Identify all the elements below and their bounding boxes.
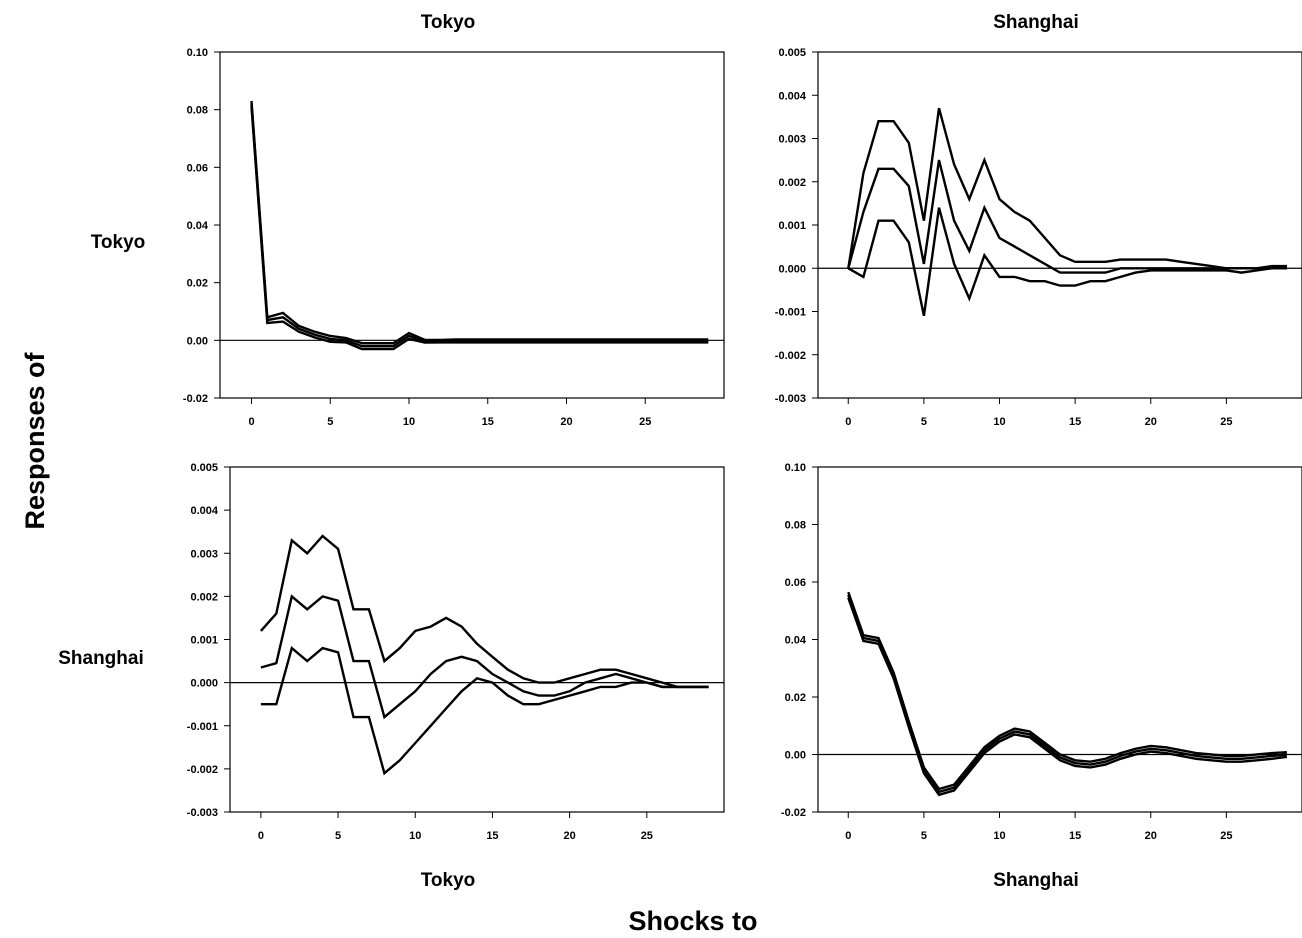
response-line (847, 159, 1288, 274)
x-tick-label: 10 (403, 416, 415, 428)
y-tick-label: 0.005 (778, 47, 806, 59)
panel-response-tokyo-shock-shanghai: -0.003 -0.002 -0.001 0.000 0.001 0.002 0.003 0.… (775, 47, 1302, 428)
plot-frame (817, 51, 1302, 399)
y-tick-label: 0.02 (187, 278, 208, 290)
y-tick-label: 0.00 (187, 335, 208, 347)
y-tick-label: -0.001 (187, 721, 218, 733)
panel-response-tokyo-shock-tokyo: -0.02 0.00 0.02 0.04 0.06 0.08 0.10 0 5 10 15 20 25 (183, 47, 725, 428)
x-tick-label: 15 (1069, 416, 1081, 428)
response-line (260, 594, 709, 720)
lower-band-line (847, 597, 1288, 797)
x-tick-label: 20 (1145, 416, 1157, 428)
column-title-shanghai: Shanghai (993, 12, 1079, 33)
y-tick-label: 0.00 (785, 750, 806, 762)
lower-band-line (250, 106, 709, 351)
lower-band-line (260, 645, 709, 776)
x-tick-label: 0 (845, 416, 851, 428)
x-tick-label: 25 (641, 830, 653, 842)
x-tick-label: 15 (1069, 830, 1081, 842)
y-tick-label: 0.06 (785, 577, 806, 589)
bottom-label-tokyo: Tokyo (421, 870, 476, 891)
lower-band-line (847, 207, 1287, 317)
y-tick-label: 0.08 (187, 105, 208, 117)
y-tick-label: 0.003 (778, 134, 806, 146)
x-tick-label: 20 (564, 830, 576, 842)
response-line (250, 103, 709, 348)
row-label-tokyo: Tokyo (91, 232, 146, 253)
panels: -0.020.000.020.040.060.080.100 5 10 15 20 25-… (183, 47, 1302, 842)
y-tick-label: 0.005 (190, 462, 218, 474)
x-tick-label: 0 (845, 830, 851, 842)
y-tick-label: -0.001 (775, 307, 806, 319)
y-tick-label: 0.000 (778, 263, 806, 275)
y-tick-label: 0.001 (190, 635, 218, 647)
y-tick-label: 0.06 (187, 162, 208, 174)
upper-band-line (250, 100, 709, 345)
x-tick-label: 10 (993, 830, 1005, 842)
x-tick-label: 5 (335, 830, 341, 842)
upper-band-line (847, 107, 1287, 270)
x-tick-label: 15 (482, 416, 494, 428)
y-tick-label: 0.000 (190, 678, 218, 690)
x-tick-label: 15 (486, 830, 498, 842)
x-tick-label: 0 (258, 830, 264, 842)
y-tick-label: 0.004 (778, 90, 806, 102)
y-tick-label: 0.04 (187, 220, 209, 232)
y-tick-label: 0.04 (785, 635, 807, 647)
x-tick-label: 5 (327, 416, 333, 428)
y-axis-title: Responses of (20, 351, 50, 529)
upper-band-line (260, 534, 709, 689)
y-tick-label: 0.002 (190, 591, 218, 603)
x-tick-label: 20 (1145, 830, 1157, 842)
plot-frame (219, 51, 725, 399)
y-tick-label: 0.001 (778, 220, 806, 232)
panel-response-shanghai-shock-shanghai: -0.02 0.00 0.02 0.04 0.06 0.08 0.10 0 5 10 15 20 25 (781, 462, 1302, 842)
y-tick-label: 0.004 (190, 505, 218, 517)
y-tick-label: 0.003 (190, 548, 218, 560)
y-tick-label: -0.003 (187, 807, 218, 819)
x-tick-label: 5 (921, 416, 927, 428)
bottom-label-shanghai: Shanghai (993, 870, 1079, 891)
plot-frame (229, 466, 725, 813)
x-tick-label: 5 (921, 830, 927, 842)
row-label-shanghai: Shanghai (58, 648, 144, 669)
x-tick-label: 25 (1220, 416, 1232, 428)
y-tick-label: -0.002 (187, 764, 218, 776)
column-title-tokyo: Tokyo (421, 12, 476, 33)
panel-response-shanghai-shock-tokyo: -0.003 -0.002 -0.001 0.000 0.001 0.002 0.003 0.… (187, 462, 725, 842)
y-tick-label: 0.002 (778, 177, 806, 189)
x-tick-label: 10 (409, 830, 421, 842)
x-tick-label: 20 (560, 416, 572, 428)
y-tick-label: -0.003 (775, 393, 806, 405)
x-axis-title: Shocks to (628, 906, 757, 936)
y-tick-label: -0.002 (775, 350, 806, 362)
y-tick-label: 0.10 (785, 462, 806, 474)
y-tick-label: 0.08 (785, 520, 806, 532)
y-tick-label: -0.02 (183, 393, 208, 405)
y-tick-label: 0.02 (785, 692, 806, 704)
y-tick-label: 0.10 (187, 47, 208, 59)
y-tick-label: -0.02 (781, 807, 806, 819)
x-tick-label: 0 (248, 416, 254, 428)
x-tick-label: 10 (993, 416, 1005, 428)
x-tick-label: 25 (639, 416, 651, 428)
x-tick-label: 25 (1220, 830, 1232, 842)
